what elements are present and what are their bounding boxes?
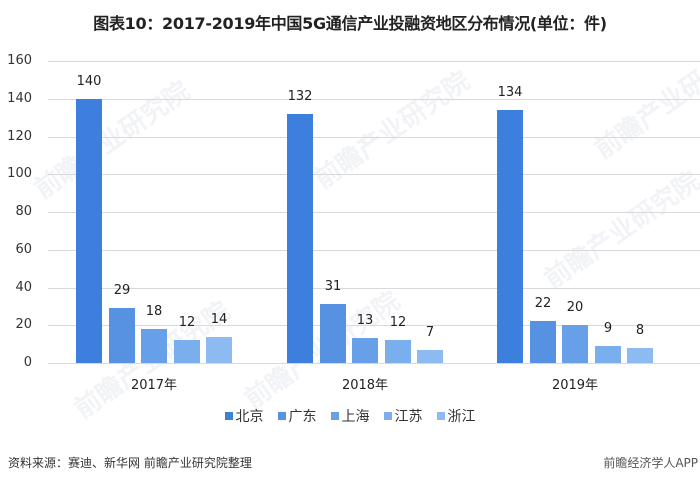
gridline — [48, 137, 700, 138]
bar-浙江 — [417, 350, 443, 363]
y-axis-tick-label: 40 — [15, 280, 32, 295]
legend-item: 北京 — [224, 406, 264, 426]
source-note: 资料来源：赛迪、新华网 前瞻产业研究院整理 — [8, 456, 252, 470]
legend-label: 北京 — [235, 409, 264, 425]
gridline — [48, 61, 700, 62]
bar-上海 — [562, 325, 588, 363]
data-label: 9 — [603, 321, 613, 336]
data-label: 8 — [635, 323, 645, 338]
data-label: 140 — [76, 74, 102, 89]
bar-广东 — [530, 321, 556, 363]
legend-item: 江苏 — [383, 406, 423, 426]
y-axis-tick-label: 120 — [7, 129, 32, 144]
y-axis-tick-label: 60 — [15, 242, 32, 257]
y-axis-tick-label: 100 — [7, 166, 32, 181]
data-label: 132 — [287, 89, 313, 104]
legend-label: 浙江 — [447, 409, 476, 425]
gridline — [48, 212, 700, 213]
legend-swatch-icon — [277, 412, 286, 420]
bar-浙江 — [627, 348, 653, 363]
legend-swatch-icon — [383, 412, 392, 420]
bar-上海 — [352, 338, 378, 363]
bar-北京 — [76, 99, 102, 363]
data-label: 134 — [497, 85, 523, 100]
data-label: 22 — [534, 296, 552, 311]
legend-swatch-icon — [224, 412, 233, 420]
brand-label: 前瞻经济学人APP — [603, 456, 698, 470]
y-axis-tick-label: 160 — [7, 53, 32, 68]
data-label: 31 — [324, 279, 342, 294]
chart-legend: 北京 广东 上海 江苏 浙江 — [0, 406, 700, 426]
bar-广东 — [320, 304, 346, 363]
gridline — [48, 288, 700, 289]
data-label: 14 — [210, 312, 228, 327]
gridline — [48, 99, 700, 100]
y-axis-tick-label: 0 — [23, 355, 32, 370]
legend-item: 上海 — [330, 406, 370, 426]
bar-chart-plot-area: 前瞻产业研究院前瞻产业研究院前瞻产业研究院前瞻产业研究院前瞻产业研究院前瞻产业研… — [7, 36, 700, 425]
bar-江苏 — [595, 346, 621, 363]
x-axis-category-label: 2017年 — [130, 378, 178, 393]
gridline — [48, 250, 700, 251]
bar-北京 — [497, 110, 523, 363]
legend-swatch-icon — [436, 412, 445, 420]
x-axis-category-label: 2018年 — [341, 378, 389, 393]
y-axis-tick-label: 80 — [15, 204, 32, 219]
legend-item: 浙江 — [436, 406, 476, 426]
legend-swatch-icon — [330, 412, 339, 420]
bar-北京 — [287, 114, 313, 363]
y-axis-tick-label: 140 — [7, 91, 32, 106]
data-label: 18 — [145, 304, 163, 319]
y-axis-tick-label: 20 — [15, 317, 32, 332]
watermark-text: 前瞻产业研究院 — [539, 166, 700, 296]
x-axis-category-label: 2019年 — [551, 378, 599, 393]
legend-label: 江苏 — [394, 409, 423, 425]
gridline — [48, 325, 700, 326]
gridline — [48, 363, 700, 364]
data-label: 12 — [178, 315, 196, 330]
chart-title: 图表10：2017-2019年中国5G通信产业投融资地区分布情况(单位：件) — [93, 14, 607, 33]
bar-江苏 — [174, 340, 200, 363]
gridline — [48, 174, 700, 175]
watermark-text: 前瞻产业研究院 — [309, 66, 476, 196]
watermark-text: 前瞻产业研究院 — [29, 76, 196, 206]
bar-江苏 — [385, 340, 411, 363]
legend-label: 广东 — [288, 409, 317, 425]
bar-广东 — [109, 308, 135, 363]
legend-item: 广东 — [277, 406, 317, 426]
data-label: 12 — [389, 315, 407, 330]
bar-上海 — [141, 329, 167, 363]
data-label: 29 — [113, 283, 131, 298]
data-label: 13 — [356, 313, 374, 328]
legend-label: 上海 — [341, 409, 370, 425]
data-label: 7 — [425, 325, 435, 340]
data-label: 20 — [566, 300, 584, 315]
bar-浙江 — [206, 337, 232, 363]
